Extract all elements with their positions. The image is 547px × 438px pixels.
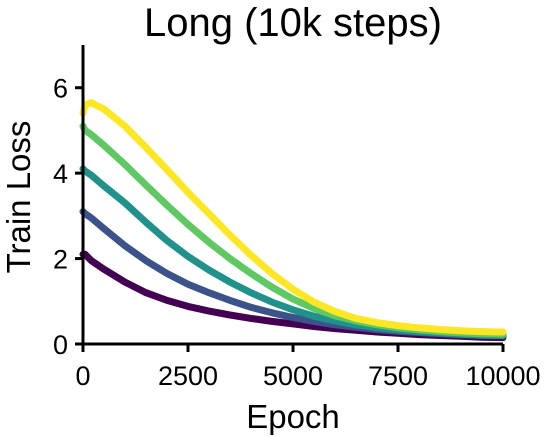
series-layer bbox=[79, 99, 507, 342]
series-line-5 bbox=[79, 99, 507, 336]
series-line-4 bbox=[79, 122, 507, 338]
x-tick-label: 5000 bbox=[263, 361, 323, 391]
x-tick-label: 7500 bbox=[368, 361, 428, 391]
x-tick-label: 10000 bbox=[465, 361, 540, 391]
x-tick-label: 2500 bbox=[158, 361, 218, 391]
series-line-2 bbox=[79, 208, 507, 340]
y-tick-label: 2 bbox=[53, 245, 68, 275]
chart-title: Long (10k steps) bbox=[144, 1, 442, 45]
x-ticks: 0 2500 5000 7500 10000 bbox=[75, 344, 541, 391]
y-axis-label: Train Loss bbox=[0, 121, 37, 274]
y-tick-label: 6 bbox=[53, 74, 68, 104]
series-line-3 bbox=[79, 165, 507, 339]
y-tick-label: 4 bbox=[53, 159, 68, 189]
x-tick-label: 0 bbox=[75, 361, 90, 391]
y-ticks: 0 2 4 6 bbox=[53, 74, 83, 360]
y-tick-label: 0 bbox=[53, 330, 68, 360]
x-axis-label: Epoch bbox=[246, 398, 340, 435]
